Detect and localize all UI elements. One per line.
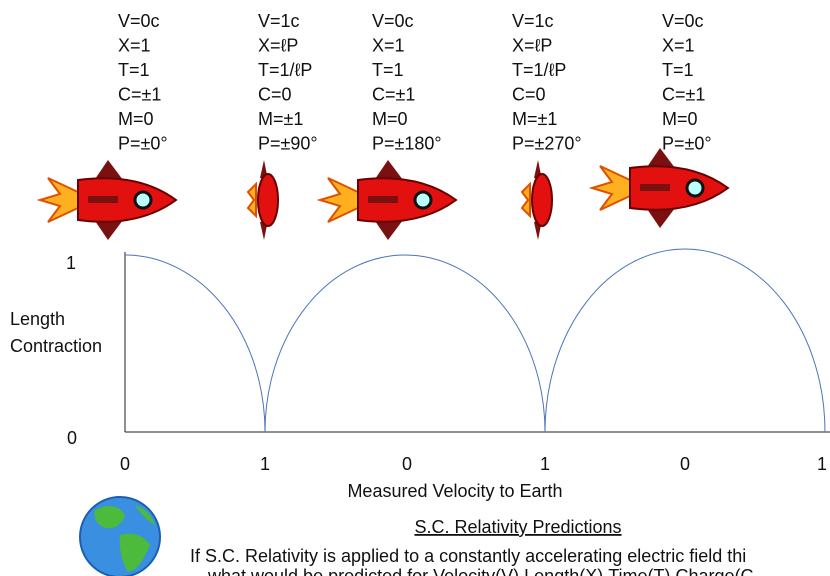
y-axis-title: Length (10, 309, 65, 329)
state-line: T=1 (662, 60, 694, 80)
x-axis-title: Measured Velocity to Earth (347, 481, 562, 501)
state-line: C=±1 (372, 85, 415, 105)
state-line: C=±1 (118, 85, 161, 105)
x-tick-label: 1 (540, 454, 550, 474)
state-line: V=1c (512, 11, 554, 31)
state-line: X=ℓP (512, 36, 552, 56)
rocket (590, 146, 730, 230)
state-line: V=1c (258, 11, 300, 31)
state-line: M=±1 (258, 109, 303, 129)
state-line: C=0 (258, 85, 292, 105)
x-tick-label: 0 (120, 454, 130, 474)
state-line: V=0c (372, 11, 414, 31)
x-tick-label: 0 (680, 454, 690, 474)
footer-text: what would be predicted for Velocity(V),… (207, 566, 754, 576)
rocket (247, 159, 279, 241)
state-line: T=1 (372, 60, 404, 80)
footer-heading: S.C. Relativity Predictions (414, 517, 621, 537)
state-line: C=0 (512, 85, 546, 105)
state-line: X=1 (662, 36, 695, 56)
state-line: M=0 (118, 109, 154, 129)
rocket (521, 159, 553, 241)
earth-icon (79, 496, 161, 576)
x-tick-labels: 0 1 0 1 0 1 (120, 454, 827, 474)
state-line: M=±1 (512, 109, 557, 129)
state-line: V=0c (662, 11, 704, 31)
state-labels: V=0c X=1 T=1 C=±1 M=0 P=±0° V=1c X=ℓP T=1/ℓP C=0 M… (118, 11, 712, 154)
footer-text: If S.C. Relativity is applied to a const… (190, 546, 746, 566)
y-tick-label: 0 (67, 428, 77, 448)
state-line: P=±90° (258, 134, 318, 154)
y-tick-label: 1 (66, 253, 76, 273)
contraction-curve (124, 248, 826, 433)
rocket (318, 158, 458, 242)
state-line: X=1 (372, 36, 405, 56)
state-line: P=±0° (662, 134, 712, 154)
rocket (38, 158, 178, 242)
state-line: M=0 (662, 109, 698, 129)
x-tick-label: 1 (817, 454, 827, 474)
x-tick-label: 0 (402, 454, 412, 474)
state-line: M=0 (372, 109, 408, 129)
state-line: X=1 (118, 36, 151, 56)
state-line: V=0c (118, 11, 160, 31)
state-line: T=1/ℓP (258, 60, 312, 80)
state-line: T=1/ℓP (512, 60, 566, 80)
state-line: P=±270° (512, 134, 582, 154)
state-line: X=ℓP (258, 36, 298, 56)
state-line: T=1 (118, 60, 150, 80)
state-line: P=±180° (372, 134, 442, 154)
state-line: C=±1 (662, 85, 705, 105)
x-tick-label: 1 (260, 454, 270, 474)
state-line: P=±0° (118, 134, 168, 154)
y-axis-title: Contraction (10, 336, 102, 356)
